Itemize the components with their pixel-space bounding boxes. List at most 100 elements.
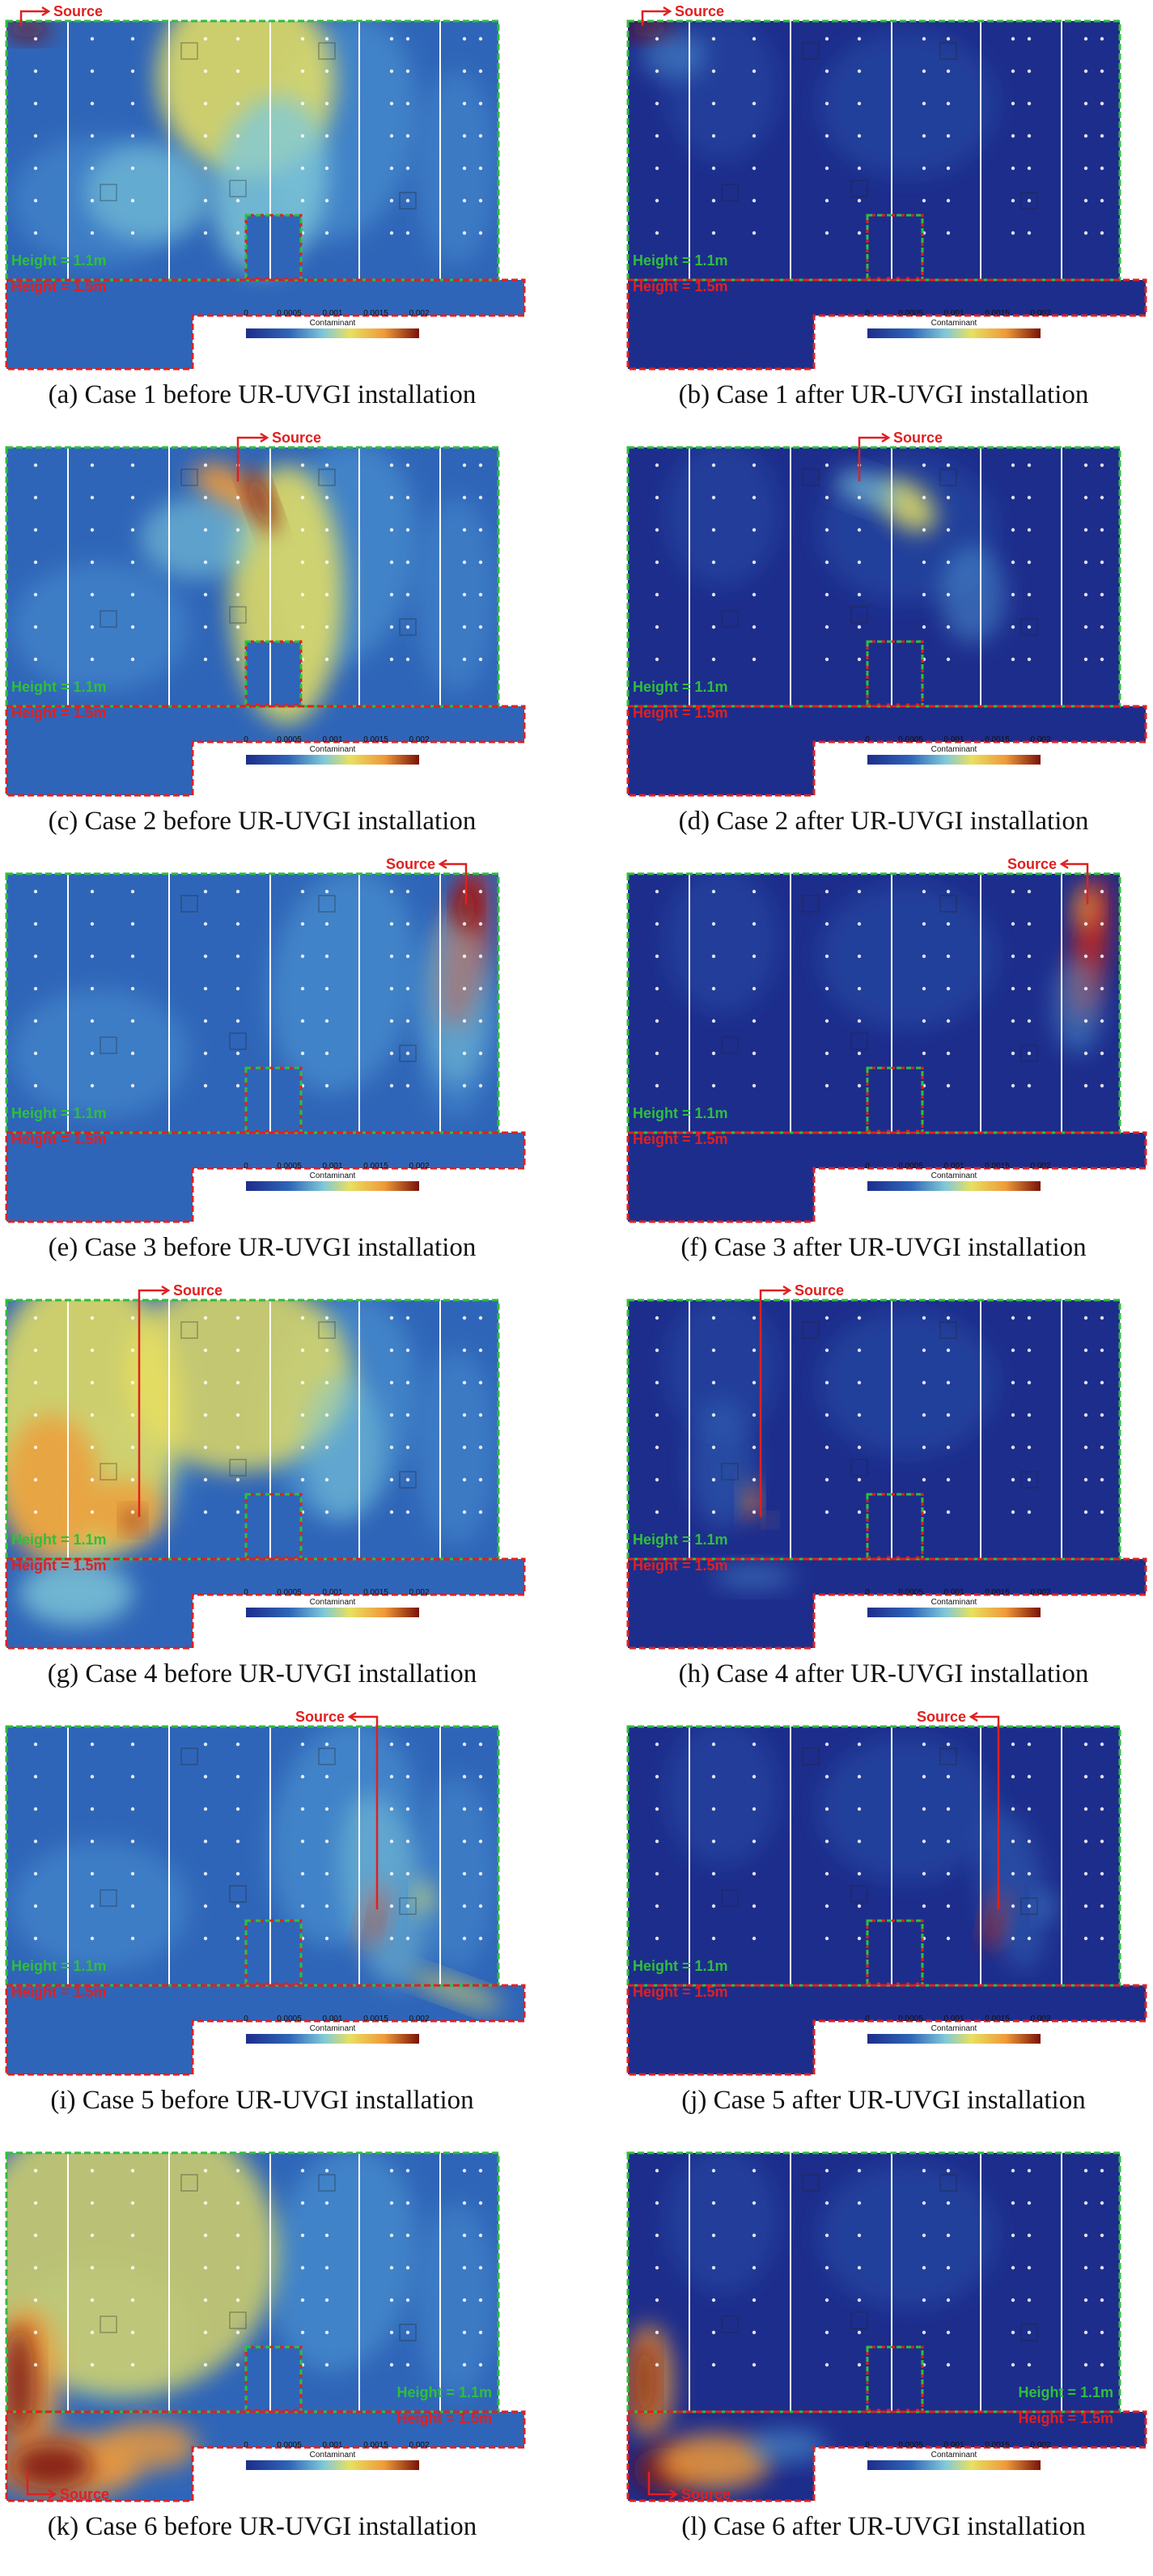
colorbar: Contaminant 0 0.0005 0.001 0.0015 0.002	[865, 1162, 1051, 1191]
height-label-upper: Height = 1.1m	[11, 1532, 107, 1548]
height-label-lower: Height = 1.5m	[633, 278, 728, 294]
colorbar-tick: 0.002	[1030, 2441, 1050, 2450]
colorbar: Contaminant 0 0.0005 0.001 0.0015 0.002	[244, 735, 430, 765]
colorbar-tick: 0.0005	[898, 1162, 923, 1171]
contour-plot: Height = 1.1m Height = 1.5m Contaminant 0 0.…	[626, 1282, 1147, 1650]
colorbar-tick: 0	[865, 1588, 870, 1597]
colorbar-tick: 0	[865, 309, 870, 318]
contour-plot: Height = 1.1m Height = 1.5m Contaminant 0 0.…	[5, 3, 526, 371]
colorbar-tick: 0.0015	[363, 1162, 388, 1171]
colorbar-tick: 0.001	[943, 2015, 964, 2023]
colorbar-tick: 0.002	[1030, 735, 1050, 744]
height-label-lower: Height = 1.5m	[396, 2410, 492, 2426]
colorbar-title: Contaminant	[310, 1598, 356, 1607]
colorbar-title: Contaminant	[310, 319, 356, 328]
colorbar: Contaminant 0 0.0005 0.001 0.0015 0.002	[244, 2015, 430, 2044]
height-label-upper: Height = 1.1m	[633, 1958, 728, 1974]
colorbar-tick: 0.0015	[363, 2015, 388, 2023]
colorbar-tick: 0.0015	[363, 735, 388, 744]
colorbar-title: Contaminant	[310, 1171, 356, 1180]
contour-plot: Height = 1.1m Height = 1.5m Contaminant 0 0.…	[626, 2151, 1147, 2502]
panel-caption: (e) Case 3 before UR-UVGI installation	[48, 1233, 477, 1262]
panel-caption: (h) Case 4 after UR-UVGI installation	[678, 1659, 1089, 1688]
source-label: Source	[1007, 856, 1057, 872]
colorbar-tick: 0.002	[409, 735, 429, 744]
colorbar-tick: 0.0005	[898, 1588, 923, 1597]
colorbar-tick: 0	[865, 1162, 870, 1171]
colorbar-tick: 0.002	[409, 1162, 429, 1171]
colorbar-tick: 0.002	[409, 2015, 429, 2023]
colorbar-tick: 0.0005	[898, 2015, 923, 2023]
height-label-upper: Height = 1.1m	[11, 679, 107, 695]
panel-caption: (j) Case 5 after UR-UVGI installation	[681, 2086, 1086, 2115]
panel-caption: (d) Case 2 after UR-UVGI installation	[678, 807, 1089, 836]
colorbar: Contaminant 0 0.0005 0.001 0.0015 0.002	[244, 2441, 430, 2470]
contour-plot: Height = 1.1m Height = 1.5m Contaminant 0 0.…	[626, 430, 1147, 797]
source-label: Source	[272, 430, 321, 446]
colorbar-tick: 0.0005	[898, 309, 923, 318]
colorbar: Contaminant 0 0.0005 0.001 0.0015 0.002	[865, 1588, 1051, 1617]
source-label: Source	[681, 2486, 731, 2502]
colorbar-tick: 0.0015	[985, 2441, 1010, 2450]
height-label-lower: Height = 1.5m	[11, 278, 107, 294]
contour-panel-case-1-before: Height = 1.1m Height = 1.5m Contaminant 0 0.…	[3, 3, 526, 411]
contour-plot: Height = 1.1m Height = 1.5m Contaminant 0 0.…	[5, 430, 526, 797]
height-label-upper: Height = 1.1m	[1018, 2384, 1113, 2400]
colorbar: Contaminant 0 0.0005 0.001 0.0015 0.002	[244, 1162, 430, 1191]
colorbar-tick: 0.001	[322, 1588, 342, 1597]
colorbar-tick: 0.0005	[277, 309, 302, 318]
source-label: Source	[53, 3, 103, 19]
colorbar-tick: 0.0015	[985, 2015, 1010, 2023]
contour-panel-case-2-before: Height = 1.1m Height = 1.5m Contaminant 0 0.…	[3, 430, 526, 837]
panel-caption: (g) Case 4 before UR-UVGI installation	[47, 1659, 477, 1688]
colorbar: Contaminant 0 0.0005 0.001 0.0015 0.002	[865, 2015, 1051, 2044]
colorbar-tick: 0.001	[943, 1588, 964, 1597]
height-label-upper: Height = 1.1m	[396, 2384, 492, 2400]
colorbar-tick: 0.0005	[277, 2015, 302, 2023]
colorbar-tick: 0.002	[1030, 2015, 1050, 2023]
source-label: Source	[675, 3, 724, 19]
colorbar-tick: 0.0005	[277, 2441, 302, 2450]
colorbar-tick: 0.001	[943, 735, 964, 744]
contour-plot: Height = 1.1m Height = 1.5m Contaminant 0 0.…	[5, 1282, 526, 1650]
panel-caption: (b) Case 1 after UR-UVGI installation	[678, 380, 1089, 409]
height-label-lower: Height = 1.5m	[633, 705, 728, 721]
source-label: Source	[893, 430, 943, 446]
contour-plot: Height = 1.1m Height = 1.5m Contaminant 0 0.…	[5, 1709, 526, 2076]
contour-plot: Height = 1.1m Height = 1.5m Contaminant 0 0.…	[626, 1709, 1147, 2076]
height-label-upper: Height = 1.1m	[633, 1105, 728, 1121]
panel-caption: (f) Case 3 after UR-UVGI installation	[680, 1233, 1087, 1262]
colorbar-title: Contaminant	[931, 1171, 977, 1180]
colorbar-tick: 0.0015	[985, 1588, 1010, 1597]
source-label: Source	[386, 856, 435, 872]
contour-panel-case-1-after: Height = 1.1m Height = 1.5m Contaminant 0 0.…	[625, 3, 1147, 411]
colorbar-tick: 0.001	[322, 735, 342, 744]
contour-panel-case-4-after: Height = 1.1m Height = 1.5m Contaminant 0 0.…	[625, 1282, 1147, 1690]
colorbar-tick: 0.0015	[985, 735, 1010, 744]
colorbar-tick: 0.001	[943, 309, 964, 318]
colorbar-tick: 0	[244, 2441, 248, 2450]
panel-caption: (i) Case 5 before UR-UVGI installation	[50, 2086, 474, 2115]
height-label-upper: Height = 1.1m	[11, 1105, 107, 1121]
contour-panel-case-6-before: Height = 1.1m Height = 1.5m Contaminant 0 0.…	[3, 2138, 526, 2543]
height-label-lower: Height = 1.5m	[11, 705, 107, 721]
colorbar-title: Contaminant	[931, 319, 977, 328]
panel-caption: (k) Case 6 before UR-UVGI installation	[47, 2512, 477, 2541]
contour-panel-case-5-before: Height = 1.1m Height = 1.5m Contaminant 0 0.…	[3, 1709, 526, 2116]
colorbar-tick: 0	[244, 1162, 248, 1171]
contour-panel-case-3-after: Height = 1.1m Height = 1.5m Contaminant 0 0.…	[625, 856, 1147, 1264]
panel-caption: (a) Case 1 before UR-UVGI installation	[48, 380, 477, 409]
source-label: Source	[917, 1709, 966, 1725]
colorbar-tick: 0.002	[409, 1588, 429, 1597]
contour-plot: Height = 1.1m Height = 1.5m Contaminant 0 0.…	[626, 3, 1147, 371]
colorbar-title: Contaminant	[931, 2024, 977, 2033]
colorbar-tick: 0.001	[322, 309, 342, 318]
colorbar-title: Contaminant	[931, 2451, 977, 2459]
colorbar-tick: 0.002	[1030, 309, 1050, 318]
height-label-upper: Height = 1.1m	[633, 679, 728, 695]
contour-panel-case-4-before: Height = 1.1m Height = 1.5m Contaminant 0 0.…	[3, 1282, 526, 1690]
contour-panel-case-6-after: Height = 1.1m Height = 1.5m Contaminant 0 0.…	[625, 2138, 1147, 2543]
colorbar-title: Contaminant	[310, 2024, 356, 2033]
colorbar: Contaminant 0 0.0005 0.001 0.0015 0.002	[865, 2441, 1051, 2470]
height-label-lower: Height = 1.5m	[11, 1984, 107, 2000]
